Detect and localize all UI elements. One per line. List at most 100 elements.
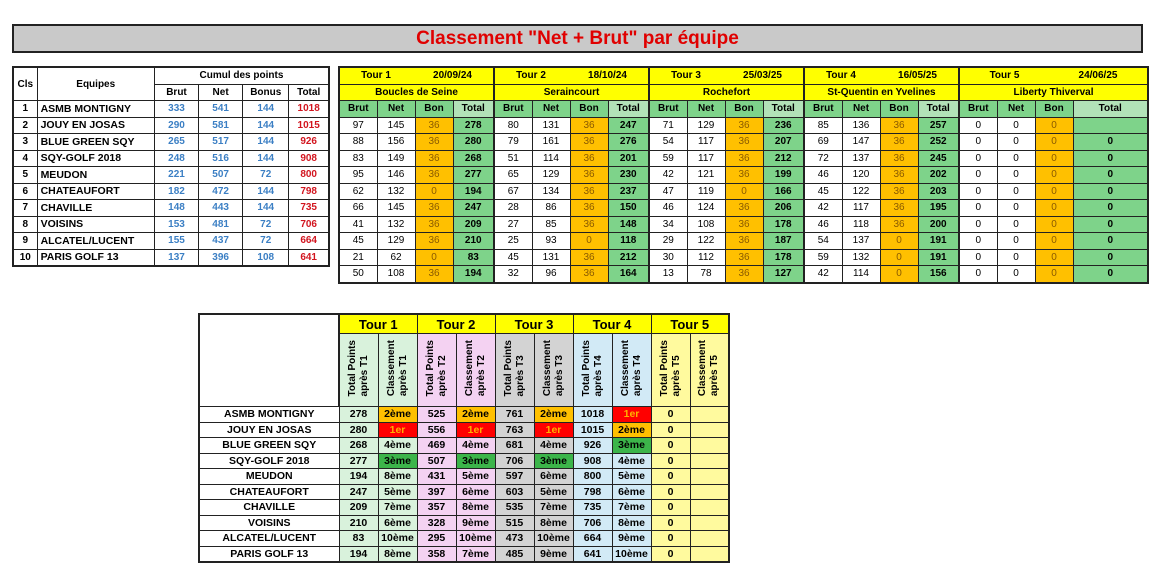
col-header-net: Net [841, 100, 881, 118]
total-cell: 178 [762, 248, 805, 266]
net-cell: 117 [841, 199, 881, 217]
classement-cell: 5ème [611, 468, 652, 485]
bonus-cell: 0 [879, 248, 919, 266]
total-points-cell: 278 [338, 406, 379, 423]
total-points-cell: 247 [338, 483, 379, 500]
brut-cell: 30 [648, 248, 688, 266]
tour-table-5: Tour 5 24/06/25 Liberty Thiverval Brut Net Bo… [958, 66, 1150, 284]
tour-date: 20/09/24 [433, 70, 472, 82]
table-row: 32 96 36 164 [493, 265, 650, 283]
bonus-cell: 108 [242, 248, 290, 267]
brut-cell: 182 [153, 182, 200, 200]
net-cell: 121 [686, 166, 726, 184]
table-row: 67 134 36 237 [493, 182, 650, 200]
brut-cell: 66 [338, 199, 378, 217]
total-cell: 247 [452, 199, 495, 217]
total-cell: 247 [607, 116, 650, 134]
table-row: 42 114 0 156 [803, 265, 960, 283]
classement-cell: 7ème [377, 499, 418, 516]
brut-cell: 88 [338, 133, 378, 151]
total-points-cell: 597 [494, 468, 535, 485]
table-row: 62 132 0 194 [338, 182, 495, 200]
total-cell: 191 [917, 232, 960, 250]
classement-cell: 5ème [533, 483, 574, 500]
table-row: 25 93 0 118 [493, 232, 650, 250]
rank-cell: 2 [12, 116, 38, 134]
brut-cell: 155 [153, 232, 200, 250]
vertical-header-text: Classement après T2 [463, 340, 487, 397]
col-header-brut: Brut [803, 100, 843, 118]
net-cell: 114 [531, 149, 571, 167]
total-cell: 194 [452, 182, 495, 200]
brut-cell: 79 [493, 133, 533, 151]
table-row: 72 137 36 245 [803, 149, 960, 167]
net-cell: 131 [531, 248, 571, 266]
rank-cell: 6 [12, 182, 38, 200]
col-header-bon: Bon [569, 100, 609, 118]
brut-cell: 54 [648, 133, 688, 151]
total-cell: 206 [762, 199, 805, 217]
table-row: 79 161 36 276 [493, 133, 650, 151]
total-points-cell: 485 [494, 545, 535, 563]
progression-tour-header: Tour 5 [650, 313, 730, 334]
tour-name: Tour 3 [671, 70, 701, 82]
net-cell: 156 [376, 133, 416, 151]
total-cell: 164 [607, 265, 650, 283]
total-cell: 201 [607, 149, 650, 167]
col-header-total: Total [917, 100, 960, 118]
bonus-cell: 36 [879, 149, 919, 167]
total-cell: 191 [917, 248, 960, 266]
brut-cell: 42 [803, 199, 843, 217]
total-points-cell: 83 [338, 530, 379, 547]
tour-table-1: Tour 1 20/09/24 Boucles de Seine Brut Net Bon… [338, 66, 496, 284]
bonus-cell: 36 [414, 149, 454, 167]
col-header-net: Net [996, 100, 1036, 118]
bonus-cell: 0 [414, 248, 454, 266]
total-points-cell: 0 [650, 437, 691, 454]
total-points-cell: 295 [416, 530, 457, 547]
net-cell: 0 [996, 248, 1036, 266]
table-row: 4 SQY-GOLF 2018 248 516 144 908 [12, 149, 330, 167]
classement-cell: 10ème [377, 530, 418, 547]
col-header-net: Net [376, 100, 416, 118]
classement-cell: 9ème [533, 545, 574, 563]
col-header-brut: Brut [958, 100, 998, 118]
brut-cell: 221 [153, 166, 200, 184]
brut-cell: 333 [153, 100, 200, 118]
vertical-header-text: Total Points après T5 [658, 340, 682, 397]
total-cell: 202 [917, 166, 960, 184]
classement-cell: 5ème [455, 468, 496, 485]
total-cell: 212 [762, 149, 805, 167]
bonus-cell: 36 [569, 116, 609, 134]
bonus-cell: 36 [879, 215, 919, 233]
team-name-cell: CHATEAUFORT [36, 182, 155, 200]
classement-cell [689, 437, 730, 454]
brut-cell: 0 [958, 232, 998, 250]
total-points-cell: 194 [338, 468, 379, 485]
tour-name: Tour 2 [516, 70, 546, 82]
rank-cell: 9 [12, 232, 38, 250]
total-cell: 798 [288, 182, 330, 200]
brut-cell: 28 [493, 199, 533, 217]
total-points-cell: 431 [416, 468, 457, 485]
col-header-total: Total [452, 100, 495, 118]
table-row: 9 ALCATEL/LUCENT 155 437 72 664 [12, 232, 330, 250]
brut-cell: 72 [803, 149, 843, 167]
net-cell: 112 [686, 248, 726, 266]
progression-tour-header: Tour 2 [416, 313, 496, 334]
table-row: SQY-GOLF 2018 277 3ème 507 3ème 706 3ème 908 4èm… [198, 452, 730, 469]
total-cell: 641 [288, 248, 330, 267]
bonus-cell: 0 [1034, 215, 1074, 233]
team-name-cell: ASMB MONTIGNY [198, 406, 340, 423]
brut-cell: 69 [803, 133, 843, 151]
table-row: 59 132 0 191 [803, 248, 960, 266]
brut-cell: 50 [338, 265, 378, 283]
classement-cell: 2ème [377, 406, 418, 423]
table-row: 50 108 36 194 [338, 265, 495, 283]
col-header-bon: Bon [879, 100, 919, 118]
total-points-cell: 0 [650, 421, 691, 438]
